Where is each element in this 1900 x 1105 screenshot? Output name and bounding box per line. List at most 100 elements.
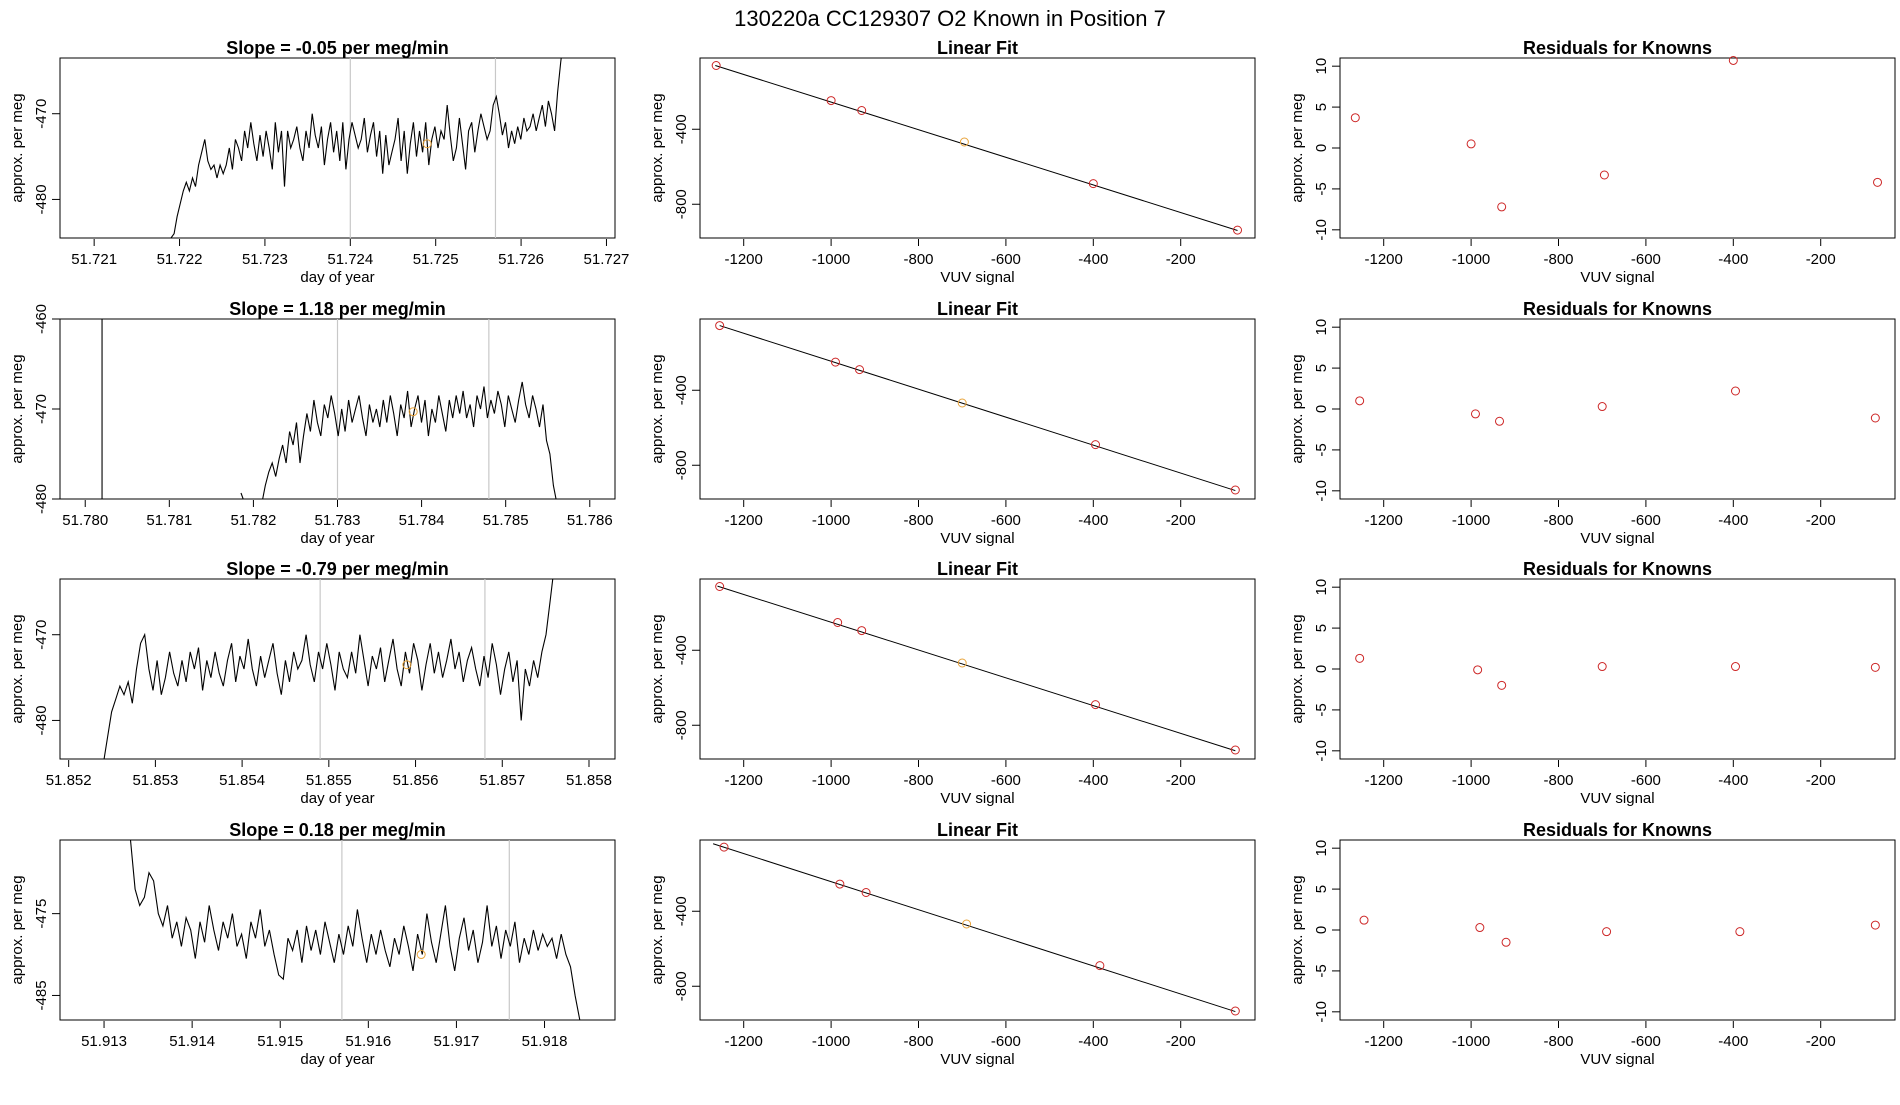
x-tick-label: -1200 [1365, 512, 1403, 529]
x-tick-label: 51.915 [257, 1033, 303, 1050]
data-point [1870, 920, 1880, 930]
x-tick-label: -600 [1631, 251, 1661, 268]
plot-title: Residuals for Knowns [1523, 820, 1712, 840]
x-tick-label: -200 [1806, 251, 1836, 268]
x-tick-label: -600 [991, 251, 1021, 268]
x-tick-label: 51.781 [146, 512, 192, 529]
x-tick-label: 51.724 [327, 251, 373, 268]
x-tick-label: -1000 [812, 772, 850, 789]
data-point [1870, 413, 1880, 423]
plot-title: Linear Fit [937, 559, 1018, 579]
y-tick-label: 5 [1313, 885, 1330, 893]
x-tick-label: 51.918 [522, 1033, 568, 1050]
y-axis-label: approx. per meg [649, 614, 666, 723]
x-axis-label: VUV signal [940, 790, 1014, 807]
plot-frame [1339, 57, 1896, 239]
y-tick-label: -10 [1313, 219, 1330, 241]
data-point [1730, 662, 1740, 672]
x-axis-label: VUV signal [1580, 1051, 1654, 1068]
x-axis-label: day of year [300, 530, 374, 547]
plot-frame [699, 578, 1256, 760]
panel-r3-ts: Slope = -0.79 per meg/min 51.852 51.853 51.… [9, 559, 616, 807]
y-tick-label: 10 [1313, 840, 1330, 857]
data-point [1233, 225, 1243, 235]
x-tick-label: -1200 [1365, 772, 1403, 789]
plot-area [712, 843, 1236, 1013]
fit-line [717, 585, 1236, 752]
plot-frame [59, 839, 616, 1021]
data-point [1088, 179, 1098, 189]
plot-area [715, 65, 1238, 231]
highlight-point [962, 919, 972, 929]
x-tick-label: -400 [1718, 512, 1748, 529]
y-tick-label: -400 [673, 635, 690, 665]
x-tick-label: -1000 [812, 512, 850, 529]
data-point [1497, 680, 1507, 690]
y-tick-label: -400 [673, 114, 690, 144]
x-tick-label: 51.782 [230, 512, 276, 529]
x-tick-label: -1000 [1452, 512, 1490, 529]
x-tick-label: -200 [1166, 1033, 1196, 1050]
x-tick-label: 51.727 [584, 251, 630, 268]
panel-r1-res: Residuals for Knowns -1200 -1000 -800 -600 -4… [1289, 38, 1896, 286]
data-point [1597, 402, 1607, 412]
x-tick-label: 51.721 [71, 251, 117, 268]
x-tick-label: -200 [1806, 1033, 1836, 1050]
y-tick-label: -480 [33, 184, 50, 214]
y-tick-label: -475 [33, 899, 50, 929]
data-point [1475, 923, 1485, 933]
data-point [1350, 113, 1360, 123]
x-tick-label: -800 [903, 251, 933, 268]
x-axis-label: VUV signal [940, 269, 1014, 286]
data-point [1735, 927, 1745, 937]
plot-area [170, 58, 562, 238]
data-point [715, 582, 725, 591]
x-tick-label: 51.784 [399, 512, 445, 529]
y-axis-label: approx. per meg [9, 875, 26, 984]
data-point [857, 106, 867, 115]
x-tick-label: -200 [1166, 251, 1196, 268]
x-tick-label: -1200 [725, 1033, 763, 1050]
data-point [826, 96, 836, 106]
y-tick-label: 5 [1313, 364, 1330, 372]
panel-r2-ts: Slope = 1.18 per meg/min 51.780 51.781 51.7… [9, 299, 616, 547]
panel-r2-fit: Linear Fit -1200 -1000 -800 -600 -400 -200 VUV … [649, 299, 1256, 547]
plot-area [129, 840, 581, 1020]
y-tick-label: -800 [673, 710, 690, 740]
data-point [715, 321, 725, 331]
data-point [1470, 409, 1480, 419]
x-tick-label: -400 [1718, 1033, 1748, 1050]
panel-r3-res: Residuals for Knowns -1200 -1000 -800 -600 -4… [1289, 559, 1896, 807]
x-tick-label: -1200 [1365, 1033, 1403, 1050]
y-axis-label: approx. per meg [649, 93, 666, 202]
y-tick-label: -5 [1313, 443, 1330, 456]
plot-frame [59, 57, 616, 239]
data-point [835, 879, 845, 889]
y-tick-label: -480 [33, 705, 50, 735]
x-tick-label: 51.725 [413, 251, 459, 268]
plot-frame [699, 839, 1256, 1021]
data-point [1473, 665, 1483, 675]
highlight-point [957, 398, 967, 408]
data-point [1597, 662, 1607, 672]
data-point [1090, 700, 1100, 710]
x-tick-label: 51.780 [62, 512, 108, 529]
y-axis-label: approx. per meg [9, 354, 26, 463]
x-tick-label: 51.917 [433, 1033, 479, 1050]
x-tick-label: -800 [903, 1033, 933, 1050]
panel-r4-ts: Slope = 0.18 per meg/min 51.913 51.914 51.9… [9, 820, 616, 1068]
x-tick-label: 51.786 [567, 512, 613, 529]
x-axis-label: VUV signal [1580, 530, 1654, 547]
data-point [861, 888, 871, 897]
fit-line [715, 65, 1238, 231]
x-tick-label: -800 [1543, 251, 1573, 268]
y-tick-label: -480 [33, 484, 50, 514]
x-tick-label: -800 [903, 512, 933, 529]
y-tick-label: -460 [33, 304, 50, 334]
y-axis-label: approx. per meg [1289, 875, 1306, 984]
highlight-point [957, 658, 967, 668]
y-tick-label: 0 [1313, 665, 1330, 673]
plot-frame [59, 578, 616, 760]
plot-title: Slope = -0.05 per meg/min [226, 38, 449, 58]
